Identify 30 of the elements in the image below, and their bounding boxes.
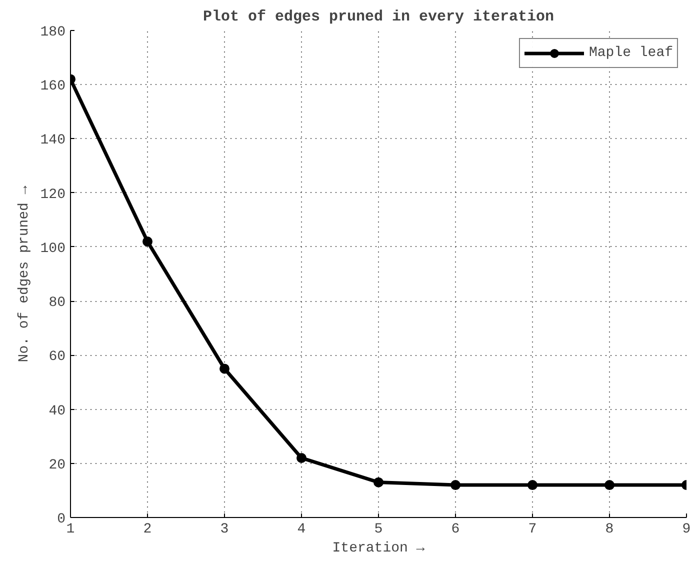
point (220, 364, 230, 374)
y-axis-title: No. of edges pruned → (16, 185, 32, 362)
x-tick-label: 4 (297, 522, 306, 538)
x-tick-label: 9 (682, 522, 691, 538)
point (142, 236, 152, 247)
y-tick-label: 40 (48, 403, 66, 420)
y-tick-label: 60 (48, 349, 66, 366)
y-tick-label: 100 (40, 240, 66, 257)
x-tick-label: 3 (220, 522, 229, 538)
y-tick-label: 160 (40, 78, 66, 95)
point (450, 480, 460, 490)
x-tick-label: 8 (605, 522, 614, 538)
y-tick-label: 20 (48, 457, 66, 474)
x-tick-label: 5 (374, 522, 383, 538)
point (604, 480, 614, 490)
y-tick-label: 120 (40, 186, 66, 203)
chart-title: Plot of edges pruned in every iteration (202, 8, 554, 26)
y-tick-label: 80 (48, 295, 66, 312)
y-tick-label: 0 (57, 512, 66, 528)
y-tick-label: 180 (40, 24, 66, 40)
x-axis-title: Iteration → (332, 540, 426, 556)
legend-label: Maple leaf (588, 45, 673, 61)
point (374, 477, 384, 488)
x-tick-label: 2 (143, 522, 152, 538)
x-tick-label: 7 (528, 522, 537, 538)
y-tick-label: 140 (40, 132, 66, 149)
point (296, 452, 306, 463)
x-tick-label: 6 (451, 522, 460, 538)
point (528, 480, 538, 490)
x-tick-label: 1 (66, 522, 75, 538)
